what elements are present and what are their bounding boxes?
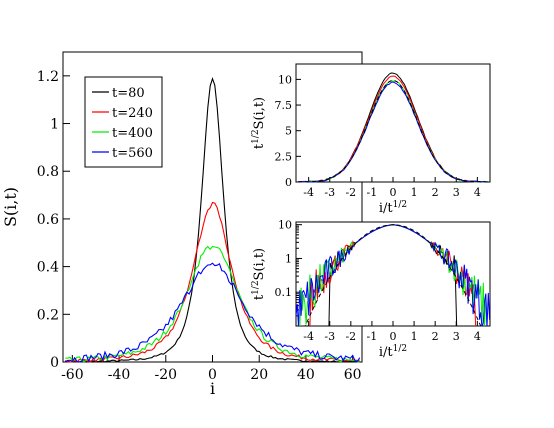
- inset-top-x-axis-label: i/t1/2: [379, 200, 407, 216]
- inset-top-y-tick-label: 10: [278, 73, 292, 86]
- inset-bottom-x-tick-label: -1: [367, 330, 378, 343]
- inset-bottom-panel: -4 -3 -2 -1 0 1 2 3 4 0.1 1 10 i/t1/2 t1/2S(i,t): [251, 219, 491, 360]
- main-panel: -60 -40 -20 0 20 40 6000.20.40.60.811.2iS(i,t)…: [1, 51, 363, 398]
- inset-bottom-x-tick-label: 1: [411, 330, 418, 343]
- legend-entry-label: t=400: [112, 126, 153, 141]
- inset-bottom-x-tick-label: -4: [303, 330, 314, 343]
- inset-top-x-tick-label: -4: [303, 186, 314, 199]
- inset-top-y-tick-label: 2.5: [275, 150, 293, 163]
- main-y-axis-label: S(i,t): [1, 187, 20, 227]
- main-x-tick-label: -40: [108, 367, 131, 383]
- inset-top-y-tick-label: 0: [285, 176, 292, 189]
- legend: t=80 t=240 t=400 t=560: [84, 76, 163, 168]
- inset-bottom-x-tick-label: 2: [432, 330, 439, 343]
- main-y-tick-label: 1: [50, 117, 59, 133]
- main-y-tick-label: 0: [50, 355, 59, 371]
- inset-bottom-series-line-gaussian-fit: [304, 224, 482, 326]
- main-series-line-t=560: [65, 262, 361, 363]
- main-y-tick-label: 0.6: [37, 212, 59, 228]
- inset-top-x-tick-label: -1: [367, 186, 378, 199]
- inset-top-x-tick-label: -2: [345, 186, 356, 199]
- inset-bottom-x-tick-label: -3: [324, 330, 335, 343]
- main-y-tick-label: 0.2: [37, 307, 59, 323]
- inset-bottom-x-tick-label: 0: [390, 330, 397, 343]
- main-series-line-t=400: [65, 245, 360, 363]
- inset-top-series-line-gaussian-fit: [298, 79, 488, 183]
- inset-top-panel: -4 -3 -2 -1 0 1 2 3 4 0 2.5 5 7.5 10 i/t1/2 t1/2S(i,t): [251, 63, 491, 216]
- main-x-tick-label: -60: [61, 367, 84, 383]
- legend-entry-label: t=240: [112, 106, 153, 121]
- inset-top-x-tick-label: 1: [411, 186, 418, 199]
- main-x-tick-label: 40: [297, 367, 315, 383]
- inset-top-series-line-t=560: [298, 81, 488, 183]
- main-x-tick-label: 20: [250, 367, 268, 383]
- inset-bottom-y-tick-label: 1: [285, 252, 292, 265]
- inset-top-y-tick-label: 7.5: [275, 99, 293, 112]
- main-x-tick-label: 0: [208, 367, 217, 383]
- main-x-tick-label: 60: [344, 367, 362, 383]
- main-y-tick-label: 0.8: [37, 164, 59, 180]
- inset-top-x-tick-label: 2: [432, 186, 439, 199]
- inset-top-x-tick-label: 0: [390, 186, 397, 199]
- main-x-tick-label: -20: [155, 367, 178, 383]
- legend-entry-label: t=80: [112, 86, 145, 101]
- main-y-tick-label: 0.4: [37, 260, 59, 276]
- inset-bottom-x-tick-label: -2: [345, 330, 356, 343]
- inset-bottom-y-tick-label: 10: [278, 219, 292, 232]
- main-x-axis-label: i: [210, 379, 215, 398]
- inset-top-y-tick-label: 5: [285, 125, 292, 138]
- inset-top-y-axis-label: t1/2S(i,t): [251, 97, 267, 149]
- inset-bottom-x-tick-label: 4: [474, 330, 481, 343]
- inset-bottom-x-tick-label: 3: [453, 330, 460, 343]
- inset-bottom-x-axis-label: i/t1/2: [379, 344, 407, 360]
- inset-bottom-y-axis-label: t1/2S(i,t): [251, 248, 267, 300]
- inset-top-frame: [295, 63, 491, 183]
- main-series-line-t=80: [65, 76, 360, 363]
- inset-top-x-tick-label: 4: [474, 186, 481, 199]
- main-y-tick-label: 1.2: [37, 69, 59, 85]
- legend-entry-label: t=560: [112, 146, 153, 161]
- inset-top-x-tick-label: 3: [453, 186, 460, 199]
- inset-top-x-tick-label: -3: [324, 186, 335, 199]
- inset-bottom-y-tick-label: 0.1: [275, 286, 293, 299]
